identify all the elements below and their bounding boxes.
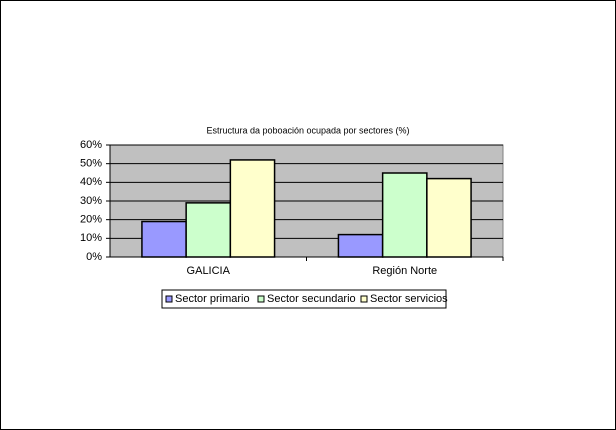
legend-box xyxy=(161,289,447,309)
y-tick-label: 10% xyxy=(80,232,102,244)
x-tick-label: GALICIA xyxy=(187,265,231,277)
bar xyxy=(337,233,384,258)
bar xyxy=(426,177,472,258)
y-tick-label: 40% xyxy=(80,176,102,188)
legend-swatch xyxy=(165,295,173,303)
legend-swatch xyxy=(360,295,368,303)
bar xyxy=(229,159,276,258)
legend-label: Sector secundario xyxy=(267,293,356,305)
y-tick-label: 30% xyxy=(80,195,102,207)
legend-label: Sector servicios xyxy=(370,293,448,305)
legend-swatch xyxy=(257,295,265,303)
y-tick-label: 50% xyxy=(80,158,102,170)
legend-label: Sector primario xyxy=(175,293,250,305)
x-tick-label: Región Norte xyxy=(372,265,437,277)
bar xyxy=(381,172,428,258)
chart-title: Estructura da poboación ocupada por sect… xyxy=(206,125,409,135)
bar xyxy=(141,220,187,258)
y-tick-label: 20% xyxy=(80,214,102,226)
y-tick-label: 60% xyxy=(80,139,102,151)
y-tick-label: 0% xyxy=(86,251,102,263)
bar xyxy=(185,202,232,258)
